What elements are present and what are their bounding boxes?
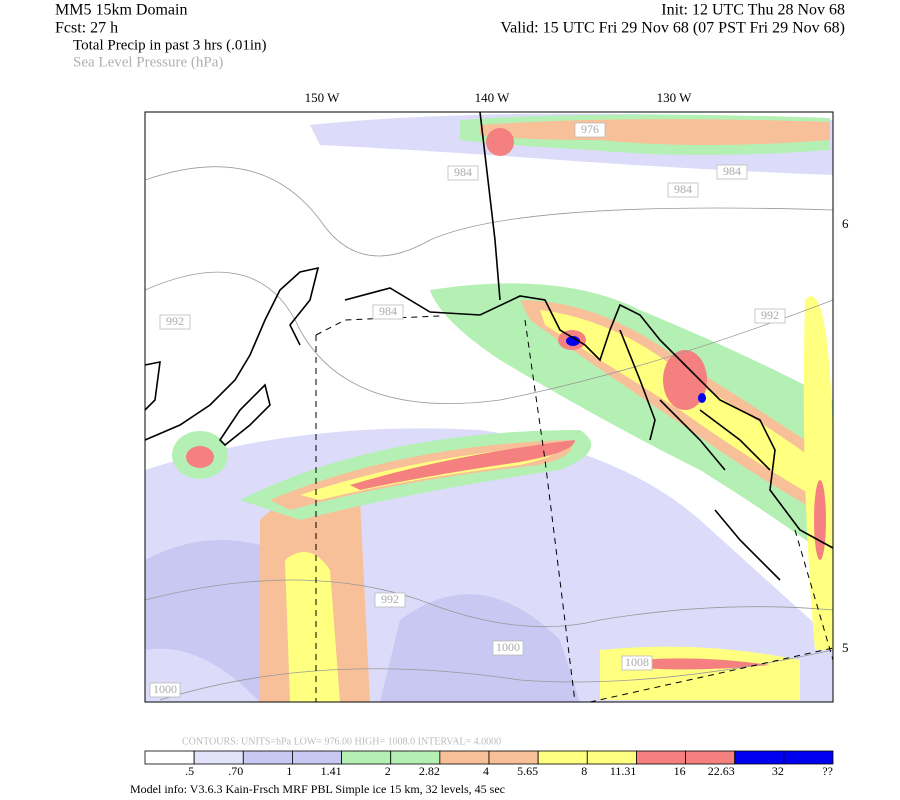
colorbar-label: 22.63 [708,764,735,778]
contour-label-box [372,304,404,320]
colorbar-box [242,750,293,765]
latitude-label: 6 [842,216,849,231]
colorbar-label: 5.65 [517,764,538,778]
contour-label-box [667,182,699,198]
longitude-label: 130 W [657,90,693,105]
contour-label-box [159,314,191,330]
contour-label-box [149,682,181,698]
colorbar-box [144,750,195,765]
colorbar-box [783,750,834,765]
header-text: Total Precip in past 3 hrs (.01in) [73,37,267,53]
contour-label: 984 [379,304,397,318]
precip-field [145,112,833,702]
contour-label: 984 [723,164,741,178]
contour-label: 1000 [153,682,177,696]
colorbar-box [193,750,244,765]
coastline [144,111,834,581]
contour-label-box [716,164,748,180]
colorbar-box [341,750,392,765]
latitude-label: 5 [842,640,849,655]
colorbar-box [537,750,588,765]
contour-label-box [574,122,606,138]
colorbar-box [439,750,490,765]
colorbar-box [734,750,785,765]
colorbar-box [390,750,441,765]
colorbar-label: 11.31 [610,764,637,778]
colorbar-box [488,750,539,765]
footer: Model info: V3.6.3 Kain-Frsch MRF PBL Si… [130,782,505,796]
contour-label-box [447,165,479,181]
contours-info: CONTOURS: UNITS=hPa LOW= 976.00 HIGH= 10… [182,736,501,747]
header-text: MM5 15km Domain [55,2,187,19]
contour-label-box [492,640,524,656]
header-text: Valid: 15 UTC Fri 29 Nov 68 (07 PST Fri … [500,20,845,37]
contour-label: 992 [166,314,184,328]
colorbar-label: 2 [385,764,391,778]
contour-label: 1000 [496,640,520,654]
borders [315,315,834,703]
colorbar-label: 32 [772,764,784,778]
isobars [145,166,833,701]
header-text: Fcst: 27 h [55,20,118,37]
longitude-label: 150 W [305,90,341,105]
colorbar-label: .5 [185,764,194,778]
map-frame [144,111,834,703]
colorbar-box [636,750,686,765]
colorbar-label: 4 [483,764,489,778]
colorbar-label: 8 [581,764,587,778]
contour-label: 992 [381,592,399,606]
colorbar-label: 1 [286,764,292,778]
colorbar-box [685,750,736,765]
colorbar-label: 16 [674,764,686,778]
contour-label: 1008 [625,655,649,669]
colorbar-box [586,750,637,765]
colorbar-box [292,750,342,765]
colorbar-label: ?? [822,764,833,778]
contour-label: 992 [761,308,779,322]
longitude-label: 140 W [475,90,511,105]
contour-label-box [621,655,653,671]
colorbar-label: .70 [228,764,243,778]
contour-label: 976 [581,122,599,136]
colorbar-label: 2.82 [419,764,440,778]
colorbar-label: 1.41 [321,764,342,778]
header-text: Init: 12 UTC Thu 28 Nov 68 [661,2,845,19]
contour-label: 984 [674,182,692,196]
contour-label-box [754,308,786,324]
contour-label-box [374,592,406,608]
contour-label: 984 [454,165,472,179]
header-text: Sea Level Pressure (hPa) [73,54,223,70]
